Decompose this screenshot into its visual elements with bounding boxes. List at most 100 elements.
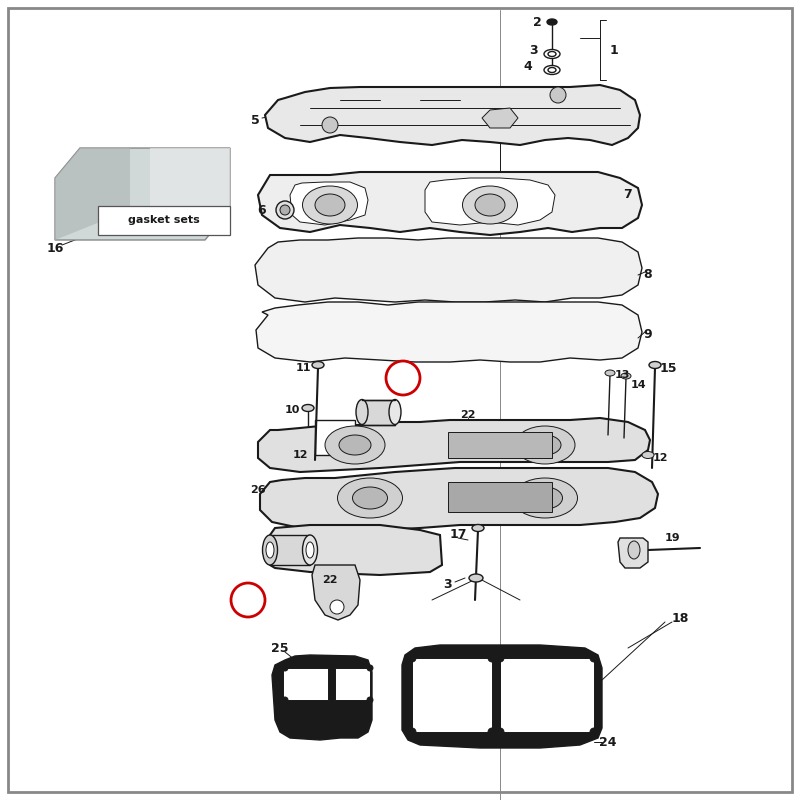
Ellipse shape <box>475 194 505 216</box>
Polygon shape <box>270 535 310 565</box>
Ellipse shape <box>488 654 496 662</box>
Text: 3: 3 <box>530 43 538 57</box>
Polygon shape <box>412 658 492 732</box>
Circle shape <box>386 361 420 395</box>
Ellipse shape <box>282 697 288 703</box>
Ellipse shape <box>548 51 556 57</box>
Polygon shape <box>256 302 642 362</box>
Polygon shape <box>258 418 650 472</box>
Text: 23: 23 <box>394 371 412 385</box>
Ellipse shape <box>513 478 578 518</box>
Ellipse shape <box>548 67 556 73</box>
Polygon shape <box>618 538 648 568</box>
Ellipse shape <box>496 654 504 662</box>
Polygon shape <box>402 645 602 748</box>
Text: 24: 24 <box>599 735 617 749</box>
Text: 5: 5 <box>250 114 259 126</box>
Text: 25: 25 <box>271 642 289 654</box>
Ellipse shape <box>280 205 290 215</box>
Ellipse shape <box>605 370 615 376</box>
Text: 7: 7 <box>624 189 632 202</box>
Ellipse shape <box>356 399 368 425</box>
Polygon shape <box>260 468 658 530</box>
Text: 4: 4 <box>524 59 532 73</box>
Text: 22: 22 <box>322 575 338 585</box>
Text: 1: 1 <box>610 43 618 57</box>
Ellipse shape <box>628 541 640 559</box>
Ellipse shape <box>339 435 371 455</box>
Ellipse shape <box>302 186 358 224</box>
Text: 23: 23 <box>239 594 257 606</box>
Circle shape <box>322 117 338 133</box>
Text: 26: 26 <box>250 485 266 495</box>
Ellipse shape <box>302 535 318 565</box>
Ellipse shape <box>315 194 345 216</box>
Polygon shape <box>150 148 230 210</box>
Ellipse shape <box>367 697 373 703</box>
Polygon shape <box>362 400 395 425</box>
Ellipse shape <box>544 50 560 58</box>
Polygon shape <box>272 655 372 740</box>
Ellipse shape <box>590 728 598 736</box>
Polygon shape <box>335 668 370 700</box>
Ellipse shape <box>330 600 344 614</box>
Circle shape <box>550 87 566 103</box>
Ellipse shape <box>621 373 631 379</box>
Ellipse shape <box>527 487 562 509</box>
Text: 2: 2 <box>533 15 542 29</box>
Ellipse shape <box>262 535 278 565</box>
Text: 6: 6 <box>258 203 266 217</box>
Ellipse shape <box>338 478 402 518</box>
Text: 11: 11 <box>295 363 310 373</box>
Ellipse shape <box>469 574 483 582</box>
Text: 10: 10 <box>284 405 300 415</box>
FancyBboxPatch shape <box>98 206 230 235</box>
Ellipse shape <box>529 435 561 455</box>
Ellipse shape <box>408 654 416 662</box>
Ellipse shape <box>266 542 274 558</box>
Polygon shape <box>55 148 130 240</box>
Text: 14: 14 <box>630 380 646 390</box>
Text: 12: 12 <box>652 453 668 463</box>
Ellipse shape <box>312 362 324 369</box>
Polygon shape <box>312 565 360 620</box>
Text: 13: 13 <box>614 370 630 380</box>
Polygon shape <box>448 432 552 458</box>
Ellipse shape <box>496 728 504 736</box>
Text: 3: 3 <box>444 578 452 591</box>
Text: 15: 15 <box>659 362 677 374</box>
Ellipse shape <box>649 362 661 369</box>
Polygon shape <box>290 182 368 225</box>
Polygon shape <box>283 668 328 700</box>
Text: 22: 22 <box>460 410 476 420</box>
Text: gasket sets: gasket sets <box>128 215 200 225</box>
Circle shape <box>231 583 265 617</box>
Ellipse shape <box>282 665 288 671</box>
Ellipse shape <box>590 654 598 662</box>
Ellipse shape <box>515 426 575 464</box>
Ellipse shape <box>276 201 294 219</box>
Ellipse shape <box>642 451 654 458</box>
Text: 17: 17 <box>450 529 466 542</box>
Ellipse shape <box>367 665 373 671</box>
Ellipse shape <box>547 19 557 25</box>
Polygon shape <box>55 148 230 240</box>
Ellipse shape <box>488 728 496 736</box>
Ellipse shape <box>544 66 560 74</box>
Text: 8: 8 <box>644 269 652 282</box>
Polygon shape <box>500 658 594 732</box>
Polygon shape <box>425 178 555 225</box>
Polygon shape <box>482 108 518 128</box>
Ellipse shape <box>389 399 401 425</box>
Polygon shape <box>270 525 442 575</box>
Ellipse shape <box>408 728 416 736</box>
Ellipse shape <box>353 487 387 509</box>
Text: 12: 12 <box>292 450 308 460</box>
Text: 16: 16 <box>46 242 64 254</box>
Polygon shape <box>258 172 642 235</box>
Polygon shape <box>265 85 640 145</box>
Ellipse shape <box>325 426 385 464</box>
Text: 18: 18 <box>671 611 689 625</box>
Polygon shape <box>448 482 552 512</box>
Ellipse shape <box>462 186 518 224</box>
